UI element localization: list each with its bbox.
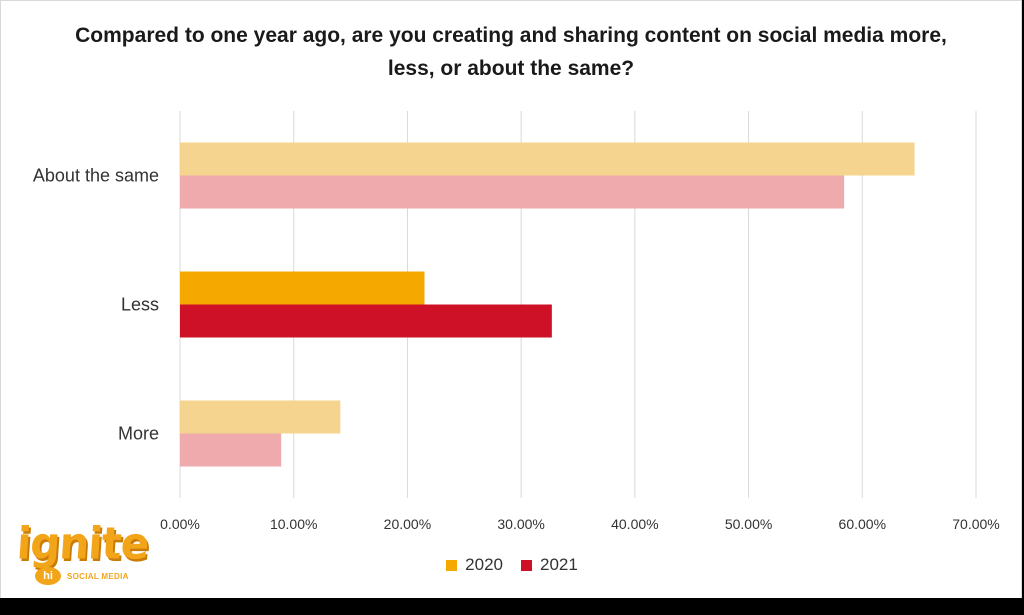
legend-swatch-2021 xyxy=(521,559,532,571)
legend-item-2021: 2021 xyxy=(521,555,578,575)
legend-item-2020: 2020 xyxy=(446,555,503,575)
plot-area: 0.00% 10.00% 20.00% 30.00% 40.00% 50.00% 60.00… xyxy=(33,111,1000,532)
chart-frame: Compared to one year ago, are you creati… xyxy=(0,0,1022,598)
bar-2021-more xyxy=(180,433,282,467)
legend-swatch-2020 xyxy=(446,559,458,571)
legend-label-2021: 2021 xyxy=(540,555,578,574)
x-tick-label: 20.00% xyxy=(384,516,431,532)
category-label: More xyxy=(118,424,159,444)
ignite-logo: ignite hi SOCIAL MEDIA xyxy=(13,517,153,593)
x-tick-label: 50.00% xyxy=(725,516,772,532)
x-tick-label: 10.00% xyxy=(270,516,317,532)
logo-wordmark: ignite xyxy=(15,517,151,570)
bar-2020-less xyxy=(180,271,425,305)
x-tick-label: 30.00% xyxy=(497,516,544,532)
x-tick-label: 70.00% xyxy=(952,516,999,532)
x-tick-label: 0.00% xyxy=(160,516,200,532)
bar-2020-about-the-same xyxy=(180,142,915,176)
logo-tagline: SOCIAL MEDIA xyxy=(67,572,129,581)
bar-2021-about-the-same xyxy=(180,175,845,209)
category-label: About the same xyxy=(33,166,159,186)
bar-2020-more xyxy=(180,400,341,434)
x-tick-label: 60.00% xyxy=(839,516,886,532)
legend: 2020 2021 xyxy=(1,555,1023,575)
bar-2021-less xyxy=(180,304,552,338)
chart-title: Compared to one year ago, are you creati… xyxy=(75,24,947,80)
x-tick-label: 40.00% xyxy=(611,516,658,532)
legend-label-2020: 2020 xyxy=(465,555,503,574)
category-label: Less xyxy=(121,295,159,315)
logo-hi-badge: hi xyxy=(35,567,61,585)
